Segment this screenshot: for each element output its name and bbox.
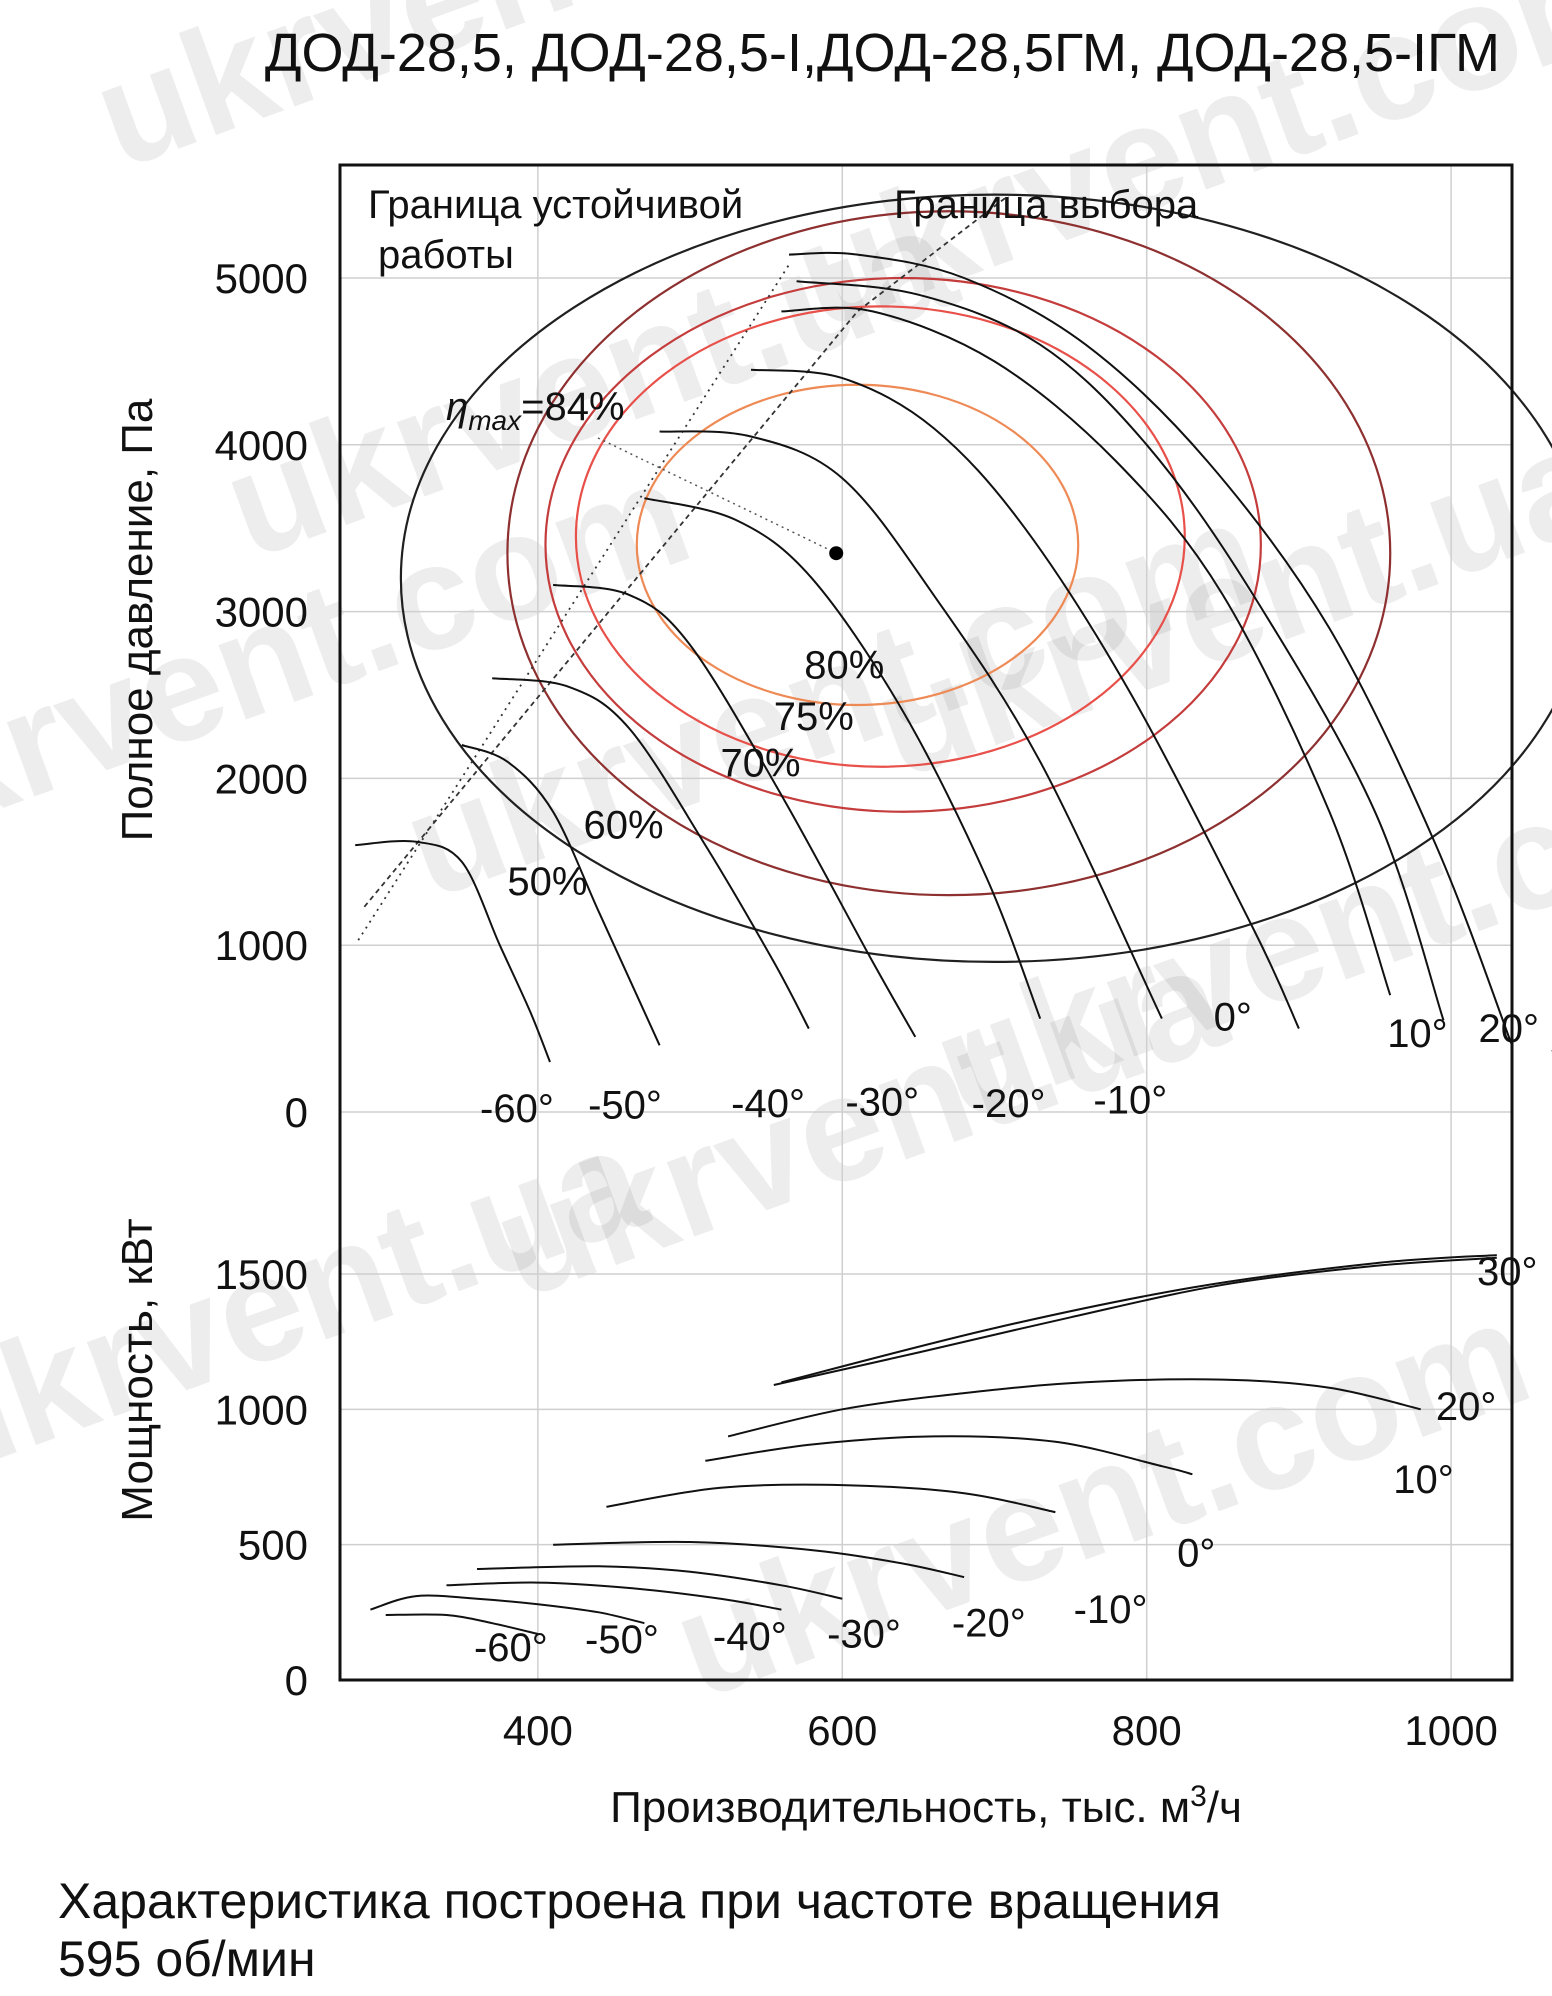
pressure-curve-label: -20° (972, 1082, 1046, 1126)
footer-note: Характеристика построена при частоте вра… (58, 1872, 1221, 1988)
power-curve-label: 20° (1436, 1385, 1497, 1429)
eta-max-leader (597, 437, 829, 550)
footer-line-1: Характеристика построена при частоте вра… (58, 1873, 1221, 1929)
power-curve--20° (553, 1540, 965, 1579)
grid-lines: 400 600 800 1000 0 1000 2000 3000 4000 5000 0 500 10… (215, 165, 1512, 1754)
boundary-label-selection: Граница выбора (894, 183, 1199, 227)
pressure-curve-label: -10° (1093, 1079, 1167, 1123)
pressure-curve--60° (355, 840, 551, 1063)
power-curve-label: -60° (474, 1626, 548, 1670)
efficiency-loop-50-pct (399, 193, 1552, 963)
efficiency-loop-60-pct (506, 210, 1392, 897)
power-curve-30° (781, 1254, 1497, 1384)
x-tick-label: 600 (807, 1707, 877, 1754)
boundary-label-stable-1: Граница устойчивой (368, 183, 743, 227)
pressure-curve--50° (461, 744, 661, 1046)
power-tick-label: 0 (285, 1657, 308, 1704)
pressure-tick-label: 1000 (215, 922, 308, 969)
power-curve-label: 0° (1177, 1531, 1215, 1575)
efficiency-loop-80-pct (635, 383, 1080, 707)
eta-max-label: ηmax=84% (446, 385, 625, 436)
plot-frame (338, 163, 1514, 1682)
pressure-curve-0° (750, 368, 1300, 1030)
power-curve--60° (385, 1613, 539, 1635)
pressure-curve--20° (644, 497, 1042, 1019)
pressure-tick-label: 2000 (215, 755, 308, 802)
power-curve--50° (370, 1594, 645, 1625)
pressure-curve-label: -30° (845, 1080, 919, 1124)
pressure-curve-label: 30° (1550, 1022, 1552, 1066)
pressure-curve-30° (788, 251, 1513, 1046)
chart-title: ДОД-28,5, ДОД-28,5-I,ДОД-28,5ГМ, ДОД-28,… (264, 23, 1500, 83)
efficiency-label: 80% (804, 643, 884, 687)
efficiency-label: 75% (774, 695, 854, 739)
boundary-label-stable-2: работы (378, 233, 514, 277)
eta-max-point (829, 546, 844, 561)
efficiency-loop-70-pct (544, 276, 1262, 813)
power-curve-label: -10° (1074, 1588, 1148, 1632)
efficiency-loop-75-pct (574, 305, 1186, 768)
power-curve-label: -40° (713, 1615, 787, 1659)
power-tick-label: 1500 (215, 1251, 308, 1298)
pressure-axis-label: Полное давление, Па (113, 398, 162, 841)
pressure-curve-label: -50° (588, 1084, 662, 1128)
footer-line-2: 595 об/мин (58, 1931, 316, 1987)
x-tick-label: 1000 (1404, 1707, 1497, 1754)
watermark-text: ukrvent.com (73, 0, 969, 200)
power-curve-0° (705, 1435, 1193, 1476)
pressure-tick-label: 4000 (215, 422, 308, 469)
pressure-tick-label: 3000 (215, 589, 308, 636)
x-tick-label: 800 (1112, 1707, 1182, 1754)
x-axis-label: Производительность, тыс. м3/ч (610, 1780, 1242, 1832)
pressure-curve-label: -40° (731, 1082, 805, 1126)
pressure-curve-20° (796, 280, 1445, 1021)
power-curve-10° (727, 1378, 1421, 1438)
chart-labels: Полное давление, Па Мощность, кВт Производ… (113, 183, 1552, 1832)
efficiency-label: 60% (584, 803, 664, 847)
power-curve--10° (606, 1483, 1056, 1514)
pressure-curve-label: 0° (1214, 995, 1252, 1039)
power-curve-label: -50° (585, 1618, 659, 1662)
efficiency-label: 50% (507, 860, 587, 904)
pressure-curve-label: -60° (480, 1087, 554, 1131)
pressure-curve-label: 20° (1479, 1007, 1540, 1051)
pressure-curve--10° (659, 430, 1163, 1020)
power-tick-label: 500 (238, 1522, 308, 1569)
x-tick-label: 400 (503, 1707, 573, 1754)
pressure-curve--30° (552, 583, 917, 1038)
power-curve-label: 10° (1393, 1458, 1454, 1502)
power-curve-label: -20° (952, 1602, 1026, 1646)
power-curve-20° (773, 1256, 1497, 1386)
pressure-tick-label: 5000 (215, 255, 308, 302)
blade-curves (355, 251, 1513, 1635)
power-curve--30° (476, 1565, 843, 1600)
power-curve-label: -30° (827, 1613, 901, 1657)
boundary-line (363, 193, 1011, 908)
pressure-tick-label: 0 (285, 1089, 308, 1136)
pressure-curve--40° (492, 677, 810, 1030)
power-tick-label: 1000 (215, 1386, 308, 1433)
pressure-curve-label: 10° (1387, 1012, 1448, 1056)
boundary-lines (357, 193, 1011, 941)
efficiency-loops (399, 193, 1552, 963)
pressure-curve-10° (781, 306, 1392, 996)
power-curve-label: 30° (1477, 1250, 1538, 1294)
efficiency-label: 70% (721, 742, 801, 786)
power-axis-label: Мощность, кВт (113, 1218, 162, 1521)
power-curve--40° (446, 1581, 782, 1611)
